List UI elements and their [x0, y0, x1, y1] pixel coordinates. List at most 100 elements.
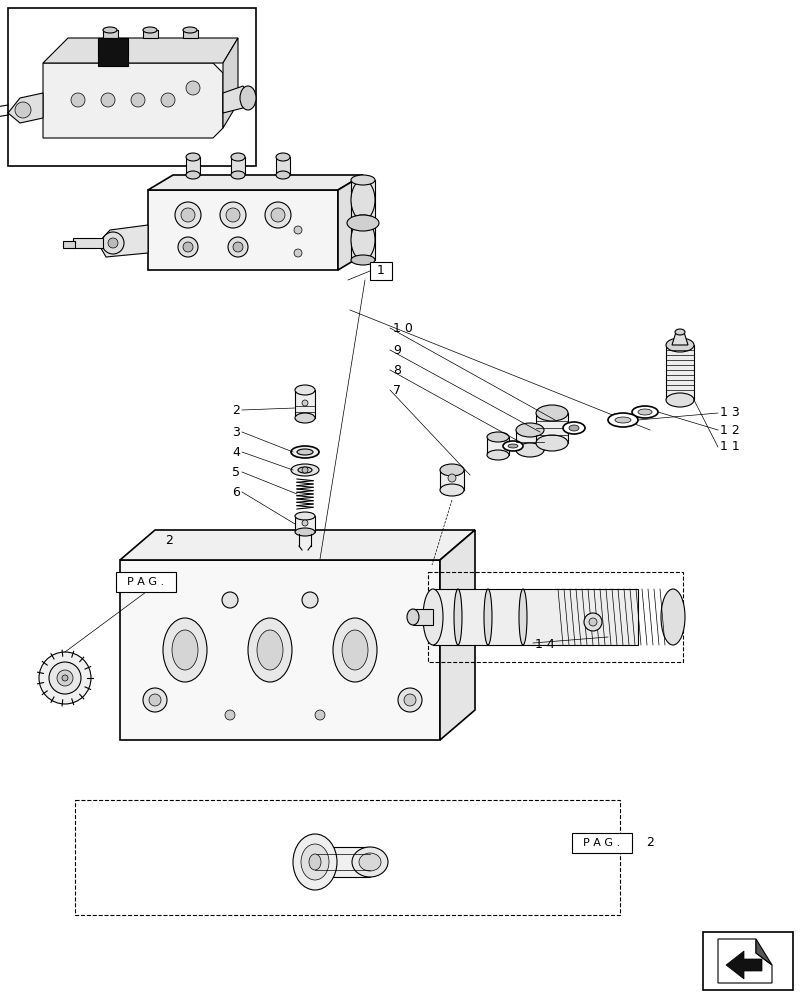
Ellipse shape: [351, 255, 375, 265]
Circle shape: [39, 652, 91, 704]
Ellipse shape: [309, 854, 321, 870]
Ellipse shape: [516, 443, 544, 457]
Circle shape: [584, 613, 602, 631]
Ellipse shape: [172, 630, 198, 670]
Polygon shape: [98, 38, 128, 66]
Ellipse shape: [291, 446, 319, 458]
Ellipse shape: [295, 512, 315, 520]
Circle shape: [49, 662, 81, 694]
Text: 1: 1: [377, 264, 385, 277]
Ellipse shape: [186, 153, 200, 161]
Text: 1 1: 1 1: [720, 440, 740, 454]
Ellipse shape: [295, 413, 315, 423]
Bar: [572, 833, 632, 853]
Circle shape: [175, 202, 201, 228]
Circle shape: [302, 592, 318, 608]
Ellipse shape: [359, 853, 381, 871]
Ellipse shape: [632, 406, 658, 418]
Ellipse shape: [615, 417, 631, 423]
Ellipse shape: [484, 589, 492, 645]
Text: P A G .: P A G .: [583, 838, 621, 848]
Ellipse shape: [675, 329, 685, 335]
Ellipse shape: [503, 441, 523, 451]
Circle shape: [302, 467, 308, 473]
Polygon shape: [8, 93, 43, 123]
Bar: [186, 157, 200, 175]
Ellipse shape: [333, 618, 377, 682]
Circle shape: [228, 237, 248, 257]
Bar: [351, 180, 375, 220]
Circle shape: [131, 93, 145, 107]
Text: 1 3: 1 3: [720, 406, 740, 420]
Polygon shape: [718, 939, 772, 983]
Circle shape: [102, 232, 124, 254]
Text: 2: 2: [646, 836, 654, 850]
Ellipse shape: [186, 171, 200, 179]
Ellipse shape: [248, 618, 292, 682]
Circle shape: [265, 202, 291, 228]
Ellipse shape: [347, 215, 379, 231]
Circle shape: [226, 208, 240, 222]
Bar: [370, 262, 392, 280]
Bar: [103, 30, 118, 38]
Ellipse shape: [536, 435, 568, 451]
Ellipse shape: [240, 86, 256, 110]
Bar: [666, 345, 694, 400]
Text: 2: 2: [165, 534, 173, 546]
Circle shape: [225, 710, 235, 720]
Circle shape: [62, 675, 68, 681]
Ellipse shape: [519, 589, 527, 645]
Ellipse shape: [293, 834, 337, 890]
Circle shape: [589, 618, 597, 626]
Polygon shape: [43, 38, 238, 63]
Circle shape: [220, 202, 246, 228]
Ellipse shape: [295, 385, 315, 395]
Text: 2: 2: [232, 403, 240, 416]
Bar: [413, 609, 433, 625]
Polygon shape: [43, 63, 223, 138]
Ellipse shape: [569, 425, 579, 431]
Circle shape: [315, 710, 325, 720]
Circle shape: [302, 520, 308, 526]
Bar: [120, 560, 440, 740]
Text: 1 0: 1 0: [393, 322, 413, 334]
Circle shape: [149, 694, 161, 706]
Ellipse shape: [608, 413, 638, 427]
Polygon shape: [338, 175, 363, 270]
Bar: [487, 437, 509, 455]
Ellipse shape: [351, 220, 375, 260]
Ellipse shape: [661, 589, 685, 645]
Bar: [8, 8, 256, 166]
Circle shape: [143, 688, 167, 712]
Circle shape: [57, 670, 73, 686]
Ellipse shape: [487, 432, 509, 442]
Text: 1 4: 1 4: [535, 639, 555, 652]
Text: 6: 6: [232, 486, 240, 498]
Ellipse shape: [351, 175, 375, 185]
Ellipse shape: [563, 422, 585, 434]
Ellipse shape: [231, 153, 245, 161]
Bar: [703, 932, 793, 990]
Ellipse shape: [297, 449, 313, 455]
Ellipse shape: [276, 171, 290, 179]
Circle shape: [181, 208, 195, 222]
Ellipse shape: [638, 409, 652, 415]
Ellipse shape: [440, 484, 464, 496]
Polygon shape: [440, 530, 475, 740]
Circle shape: [71, 93, 85, 107]
Ellipse shape: [298, 467, 312, 473]
Ellipse shape: [291, 464, 319, 476]
Ellipse shape: [423, 589, 443, 645]
Circle shape: [15, 102, 31, 118]
Bar: [295, 516, 315, 532]
Circle shape: [302, 400, 308, 406]
Bar: [428, 572, 683, 662]
Bar: [516, 430, 544, 450]
Ellipse shape: [516, 423, 544, 437]
Circle shape: [233, 242, 243, 252]
Bar: [116, 572, 176, 592]
Circle shape: [294, 226, 302, 234]
Bar: [276, 157, 290, 175]
Polygon shape: [120, 530, 475, 560]
Ellipse shape: [295, 528, 315, 536]
